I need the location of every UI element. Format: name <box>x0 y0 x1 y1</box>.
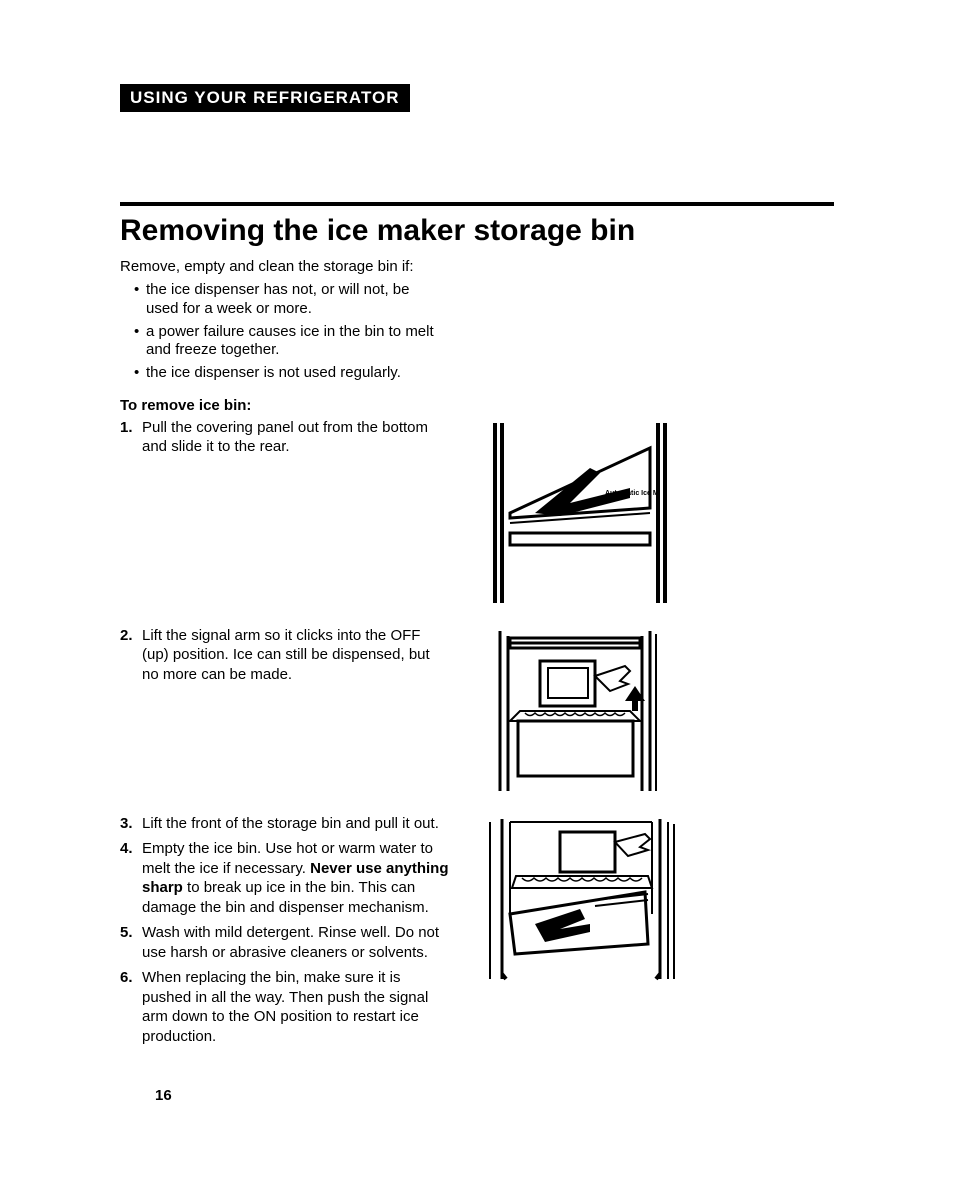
step-number: 3. <box>120 814 142 834</box>
step-text: Lift the signal arm so it clicks into th… <box>142 626 450 685</box>
section-header: USING YOUR REFRIGERATOR <box>120 84 410 112</box>
title-rule <box>120 202 834 206</box>
step-text: Empty the ice bin. Use hot or warm water… <box>142 839 450 917</box>
step-2: 2. Lift the signal arm so it clicks into… <box>120 626 450 685</box>
page-number: 16 <box>155 1087 172 1104</box>
step-number: 4. <box>120 839 142 917</box>
step-number: 2. <box>120 626 142 685</box>
bullet-list: the ice dispenser has not, or will not, … <box>120 281 440 383</box>
figure-2 <box>480 626 680 796</box>
step-row-1: 1. Pull the covering panel out from the … <box>120 418 834 608</box>
intro-text: Remove, empty and clean the storage bin … <box>120 258 834 275</box>
step-5: 5. Wash with mild detergent. Rinse well.… <box>120 923 450 962</box>
step-number: 5. <box>120 923 142 962</box>
sub-heading: To remove ice bin: <box>120 397 834 414</box>
fig1-label: Automatic Ice M <box>605 490 659 497</box>
step-row-2: 2. Lift the signal arm so it clicks into… <box>120 626 834 796</box>
figure-3 <box>480 814 680 984</box>
step-row-3: 3. Lift the front of the storage bin and… <box>120 814 834 1053</box>
page-title: Removing the ice maker storage bin <box>120 214 834 248</box>
bullet-item: the ice dispenser has not, or will not, … <box>134 281 440 319</box>
figure-1: Automatic Ice M <box>480 418 680 608</box>
step-number: 1. <box>120 418 142 457</box>
step-4: 4. Empty the ice bin. Use hot or warm wa… <box>120 839 450 917</box>
step-3: 3. Lift the front of the storage bin and… <box>120 814 450 834</box>
step-text: Lift the front of the storage bin and pu… <box>142 814 450 834</box>
step-text: Pull the covering panel out from the bot… <box>142 418 450 457</box>
step-6: 6. When replacing the bin, make sure it … <box>120 968 450 1046</box>
step-text: When replacing the bin, make sure it is … <box>142 968 450 1046</box>
bullet-item: a power failure causes ice in the bin to… <box>134 323 440 361</box>
step-text: Wash with mild detergent. Rinse well. Do… <box>142 923 450 962</box>
bullet-item: the ice dispenser is not used regularly. <box>134 364 440 383</box>
step-1: 1. Pull the covering panel out from the … <box>120 418 450 457</box>
step-number: 6. <box>120 968 142 1046</box>
